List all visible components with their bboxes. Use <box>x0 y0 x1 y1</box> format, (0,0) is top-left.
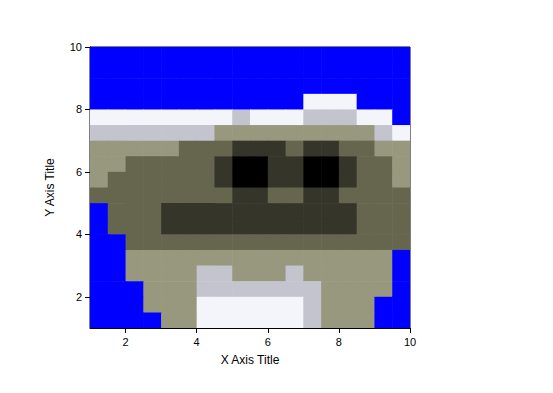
svg-text:4: 4 <box>76 228 82 240</box>
svg-text:Y Axis Title: Y Axis Title <box>43 158 57 217</box>
svg-text:2: 2 <box>122 336 128 348</box>
svg-text:6: 6 <box>265 336 271 348</box>
svg-text:X Axis Title: X Axis Title <box>221 353 280 367</box>
svg-text:10: 10 <box>70 41 82 53</box>
svg-text:10: 10 <box>404 336 416 348</box>
svg-text:4: 4 <box>194 336 200 348</box>
svg-text:8: 8 <box>76 103 82 115</box>
svg-text:2: 2 <box>76 291 82 303</box>
svg-text:8: 8 <box>336 336 342 348</box>
svg-text:6: 6 <box>76 166 82 178</box>
